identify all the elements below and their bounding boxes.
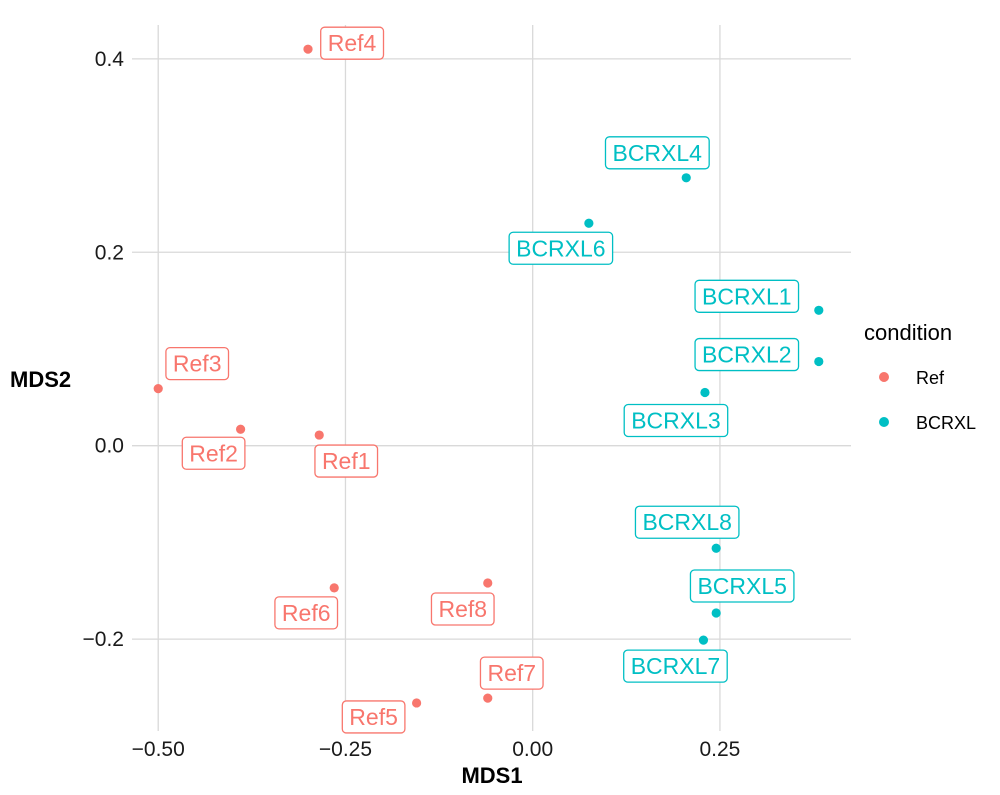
point-label-text: BCRXL8 [642,509,731,535]
point-bcrxl2 [814,356,824,367]
point-ref2 [235,424,246,434]
y-axis-title: MDS2 [10,367,71,392]
grid-lines [132,25,851,731]
label-box [341,700,406,734]
point-labels: Ref1 Ref2 Ref3 Ref4 Ref5 Ref6 Ref7 Ref8 BCRXL1 BC… [165,26,800,734]
label-ref1: Ref1 [314,444,379,478]
data-points [153,44,824,708]
label-box [623,403,729,438]
label-box [508,231,614,265]
point-label-text: Ref7 [487,660,536,686]
label-bcrxl4: BCRXL4 [604,136,710,170]
label-box [181,436,246,470]
point-ref1 [314,430,324,440]
point-ref4 [303,44,313,54]
point-ref7 [483,693,493,703]
point-bcrxl3 [700,387,710,398]
label-box [320,26,385,60]
label-box [623,649,728,683]
y-tick-label: 0.0 [95,435,124,458]
y-tick-labels: −0.2 0.0 0.2 0.4 [83,48,125,651]
label-box [694,279,800,313]
label-box [274,596,339,630]
label-bcrxl1: BCRXL1 [694,279,800,313]
point-label-text: BCRXL1 [702,283,791,309]
label-ref3: Ref3 [165,346,230,381]
point-label-text: Ref4 [328,30,377,56]
label-ref8: Ref8 [430,592,495,626]
legend-label-ref: Ref [916,368,945,388]
point-ref8 [483,578,493,588]
x-tick-label: −0.25 [319,738,372,761]
point-bcrxl5 [711,608,721,618]
legend-label-bcrxl: BCRXL [916,413,976,433]
legend: condition Ref BCRXL [864,320,976,433]
y-tick-label: −0.2 [83,628,124,651]
point-label-text: BCRXL4 [612,140,702,166]
point-label-text: BCRXL6 [516,235,605,261]
label-box [689,569,795,603]
y-tick-label: 0.4 [95,48,125,71]
label-bcrxl6: BCRXL6 [508,231,614,265]
point-label-text: BCRXL3 [631,408,720,434]
label-box [430,592,495,626]
legend-title: condition [864,320,952,345]
label-box [165,346,230,381]
point-label-text: Ref8 [438,596,487,622]
point-bcrxl7 [698,635,709,645]
point-label-text: Ref6 [282,600,331,626]
point-ref3 [153,384,163,394]
label-box [634,505,740,539]
point-label-text: Ref3 [173,351,222,377]
x-tick-label: −0.50 [132,738,185,761]
point-ref5 [412,698,422,708]
point-label-text: BCRXL7 [631,653,720,679]
y-tick-label: 0.2 [95,241,124,264]
legend-key-ref [879,372,889,382]
x-tick-label: 0.25 [699,738,740,761]
label-bcrxl2: BCRXL2 [694,337,800,372]
legend-key-bcrxl [879,417,889,427]
label-bcrxl7: BCRXL7 [623,649,728,683]
point-label-text: BCRXL2 [702,342,791,368]
label-bcrxl3: BCRXL3 [623,403,729,438]
label-ref2: Ref2 [181,436,246,470]
x-tick-label: 0.00 [512,738,553,761]
label-ref5: Ref5 [341,700,406,734]
label-box [694,337,800,372]
x-tick-labels: −0.50 −0.25 0.00 0.25 [132,738,741,761]
point-bcrxl8 [711,543,721,553]
x-axis-title: MDS1 [461,763,522,788]
label-bcrxl5: BCRXL5 [689,569,795,603]
label-ref6: Ref6 [274,596,339,630]
label-box [314,444,379,478]
label-bcrxl8: BCRXL8 [634,505,740,539]
label-ref7: Ref7 [479,656,544,690]
point-label-text: Ref1 [322,448,371,474]
point-label-text: Ref5 [349,704,398,730]
point-bcrxl1 [814,305,824,315]
label-box [479,656,544,690]
point-bcrxl6 [584,218,594,228]
point-ref6 [329,583,339,593]
label-ref4: Ref4 [320,26,385,60]
point-label-text: BCRXL5 [697,573,786,599]
point-label-text: Ref2 [189,440,238,466]
point-bcrxl4 [681,173,691,183]
label-box [604,136,710,170]
